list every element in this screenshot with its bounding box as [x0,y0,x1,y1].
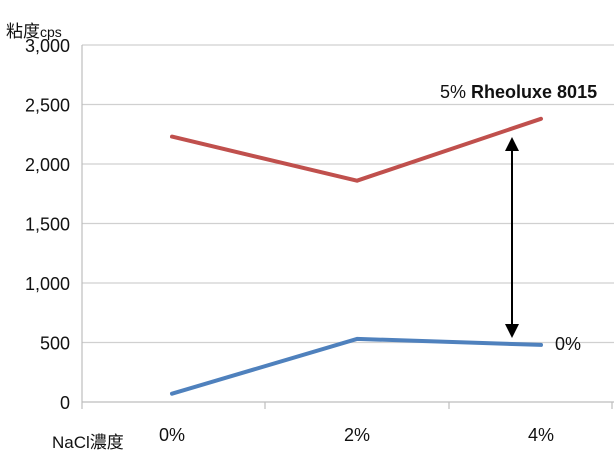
series-label-rheoluxe: 5% Rheoluxe 8015 [440,82,597,102]
y-tick-label: 2,000 [25,155,70,175]
arrow-head-up [505,137,519,151]
x-tick-label: 0% [159,425,185,445]
x-axis: 0% 2% 4% [81,401,614,445]
y-axis-label-main: 粘度 [6,22,40,41]
series-line-rheoluxe [170,116,543,183]
y-axis: 0 500 1,000 1,500 2,000 2,500 3,000 [25,36,83,413]
x-axis-label: NaCl濃度 [52,433,124,452]
series-lines [170,116,543,396]
y-tick-label: 2,500 [25,96,70,116]
y-tick-label: 3,000 [25,36,70,56]
x-tick-label: 2% [344,425,370,445]
y-tick-label: 500 [40,334,70,354]
series-label-control: 0% [555,334,581,354]
y-tick-label: 0 [60,393,70,413]
annotations: 5% Rheoluxe 8015 0% [440,82,597,354]
y-axis-label: 粘度cps [6,22,62,41]
series-label-prefix: 5% [440,82,471,102]
x-tick-label: 4% [528,425,554,445]
y-axis-label-unit: cps [40,24,62,40]
arrow-head-down [505,324,519,338]
series-label-bold: Rheoluxe 8015 [471,82,597,102]
series-line-control [170,336,543,396]
y-tick-label: 1,000 [25,274,70,294]
y-tick-label: 1,500 [25,215,70,235]
